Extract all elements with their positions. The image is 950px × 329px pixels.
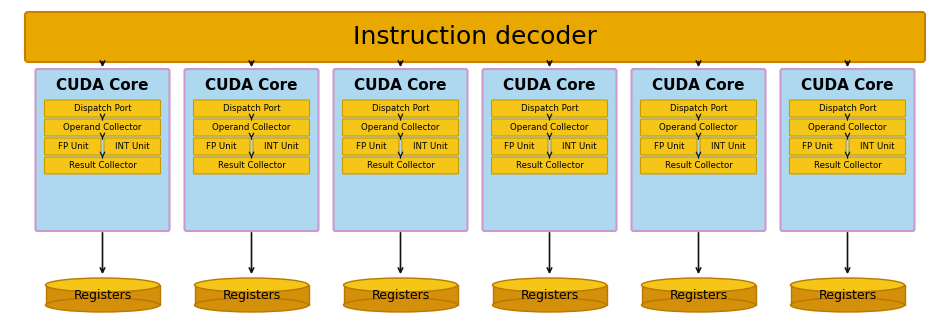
- FancyBboxPatch shape: [343, 157, 459, 174]
- Text: INT Unit: INT Unit: [413, 142, 447, 151]
- Ellipse shape: [790, 278, 904, 292]
- FancyBboxPatch shape: [640, 157, 756, 174]
- Text: Dispatch Port: Dispatch Port: [670, 104, 728, 113]
- Text: Registers: Registers: [73, 289, 132, 301]
- FancyBboxPatch shape: [343, 100, 459, 117]
- FancyBboxPatch shape: [632, 69, 766, 231]
- Text: Registers: Registers: [670, 289, 728, 301]
- FancyBboxPatch shape: [184, 69, 318, 231]
- Text: Operand Collector: Operand Collector: [212, 123, 291, 132]
- FancyBboxPatch shape: [700, 138, 756, 155]
- FancyBboxPatch shape: [194, 157, 310, 174]
- FancyBboxPatch shape: [333, 69, 467, 231]
- Ellipse shape: [641, 298, 755, 312]
- Text: Operand Collector: Operand Collector: [808, 123, 886, 132]
- Text: CUDA Core: CUDA Core: [205, 78, 297, 92]
- FancyBboxPatch shape: [491, 119, 607, 136]
- Text: CUDA Core: CUDA Core: [504, 78, 596, 92]
- Bar: [790, 285, 904, 305]
- Ellipse shape: [344, 298, 458, 312]
- Text: Dispatch Port: Dispatch Port: [521, 104, 579, 113]
- FancyBboxPatch shape: [343, 119, 459, 136]
- Text: FP Unit: FP Unit: [504, 142, 535, 151]
- Ellipse shape: [46, 278, 160, 292]
- Bar: [195, 285, 309, 305]
- Text: INT Unit: INT Unit: [115, 142, 149, 151]
- Ellipse shape: [195, 278, 309, 292]
- FancyBboxPatch shape: [789, 100, 905, 117]
- FancyBboxPatch shape: [491, 100, 607, 117]
- FancyBboxPatch shape: [104, 138, 161, 155]
- FancyBboxPatch shape: [45, 138, 101, 155]
- FancyBboxPatch shape: [483, 69, 617, 231]
- FancyBboxPatch shape: [551, 138, 607, 155]
- Text: Result Collector: Result Collector: [68, 161, 137, 170]
- Text: Instruction decoder: Instruction decoder: [353, 25, 597, 49]
- Text: Dispatch Port: Dispatch Port: [222, 104, 280, 113]
- FancyBboxPatch shape: [25, 12, 925, 62]
- Ellipse shape: [195, 298, 309, 312]
- FancyBboxPatch shape: [194, 119, 310, 136]
- Text: CUDA Core: CUDA Core: [56, 78, 149, 92]
- FancyBboxPatch shape: [789, 157, 905, 174]
- Text: Operand Collector: Operand Collector: [64, 123, 142, 132]
- FancyBboxPatch shape: [789, 119, 905, 136]
- Text: FP Unit: FP Unit: [803, 142, 833, 151]
- Text: INT Unit: INT Unit: [264, 142, 298, 151]
- Ellipse shape: [641, 278, 755, 292]
- Text: Dispatch Port: Dispatch Port: [371, 104, 429, 113]
- Text: INT Unit: INT Unit: [711, 142, 746, 151]
- Text: FP Unit: FP Unit: [58, 142, 88, 151]
- Text: Dispatch Port: Dispatch Port: [74, 104, 131, 113]
- FancyBboxPatch shape: [253, 138, 310, 155]
- FancyBboxPatch shape: [35, 69, 169, 231]
- FancyBboxPatch shape: [45, 119, 161, 136]
- Bar: [641, 285, 755, 305]
- Text: Registers: Registers: [222, 289, 280, 301]
- FancyBboxPatch shape: [402, 138, 459, 155]
- Bar: [46, 285, 160, 305]
- Ellipse shape: [790, 298, 904, 312]
- Text: FP Unit: FP Unit: [355, 142, 386, 151]
- Text: Result Collector: Result Collector: [218, 161, 285, 170]
- Bar: [492, 285, 606, 305]
- FancyBboxPatch shape: [491, 157, 607, 174]
- Text: INT Unit: INT Unit: [860, 142, 895, 151]
- Text: INT Unit: INT Unit: [562, 142, 597, 151]
- FancyBboxPatch shape: [640, 119, 756, 136]
- Ellipse shape: [492, 278, 606, 292]
- Text: CUDA Core: CUDA Core: [354, 78, 446, 92]
- Text: Registers: Registers: [371, 289, 429, 301]
- Text: Result Collector: Result Collector: [813, 161, 882, 170]
- Text: Registers: Registers: [521, 289, 579, 301]
- Text: CUDA Core: CUDA Core: [653, 78, 745, 92]
- FancyBboxPatch shape: [789, 138, 846, 155]
- FancyBboxPatch shape: [640, 100, 756, 117]
- Text: FP Unit: FP Unit: [206, 142, 237, 151]
- Text: Result Collector: Result Collector: [367, 161, 434, 170]
- FancyBboxPatch shape: [194, 100, 310, 117]
- Text: FP Unit: FP Unit: [654, 142, 684, 151]
- Ellipse shape: [492, 298, 606, 312]
- FancyBboxPatch shape: [491, 138, 548, 155]
- FancyBboxPatch shape: [849, 138, 905, 155]
- Text: CUDA Core: CUDA Core: [801, 78, 894, 92]
- Text: Result Collector: Result Collector: [516, 161, 583, 170]
- Text: Operand Collector: Operand Collector: [659, 123, 738, 132]
- FancyBboxPatch shape: [343, 138, 399, 155]
- Ellipse shape: [344, 278, 458, 292]
- FancyBboxPatch shape: [45, 157, 161, 174]
- Text: Registers: Registers: [818, 289, 877, 301]
- FancyBboxPatch shape: [640, 138, 697, 155]
- Text: Dispatch Port: Dispatch Port: [819, 104, 876, 113]
- FancyBboxPatch shape: [45, 100, 161, 117]
- Text: Operand Collector: Operand Collector: [361, 123, 440, 132]
- FancyBboxPatch shape: [194, 138, 250, 155]
- Ellipse shape: [46, 298, 160, 312]
- FancyBboxPatch shape: [781, 69, 915, 231]
- Text: Result Collector: Result Collector: [665, 161, 732, 170]
- Text: Operand Collector: Operand Collector: [510, 123, 589, 132]
- Bar: [344, 285, 458, 305]
